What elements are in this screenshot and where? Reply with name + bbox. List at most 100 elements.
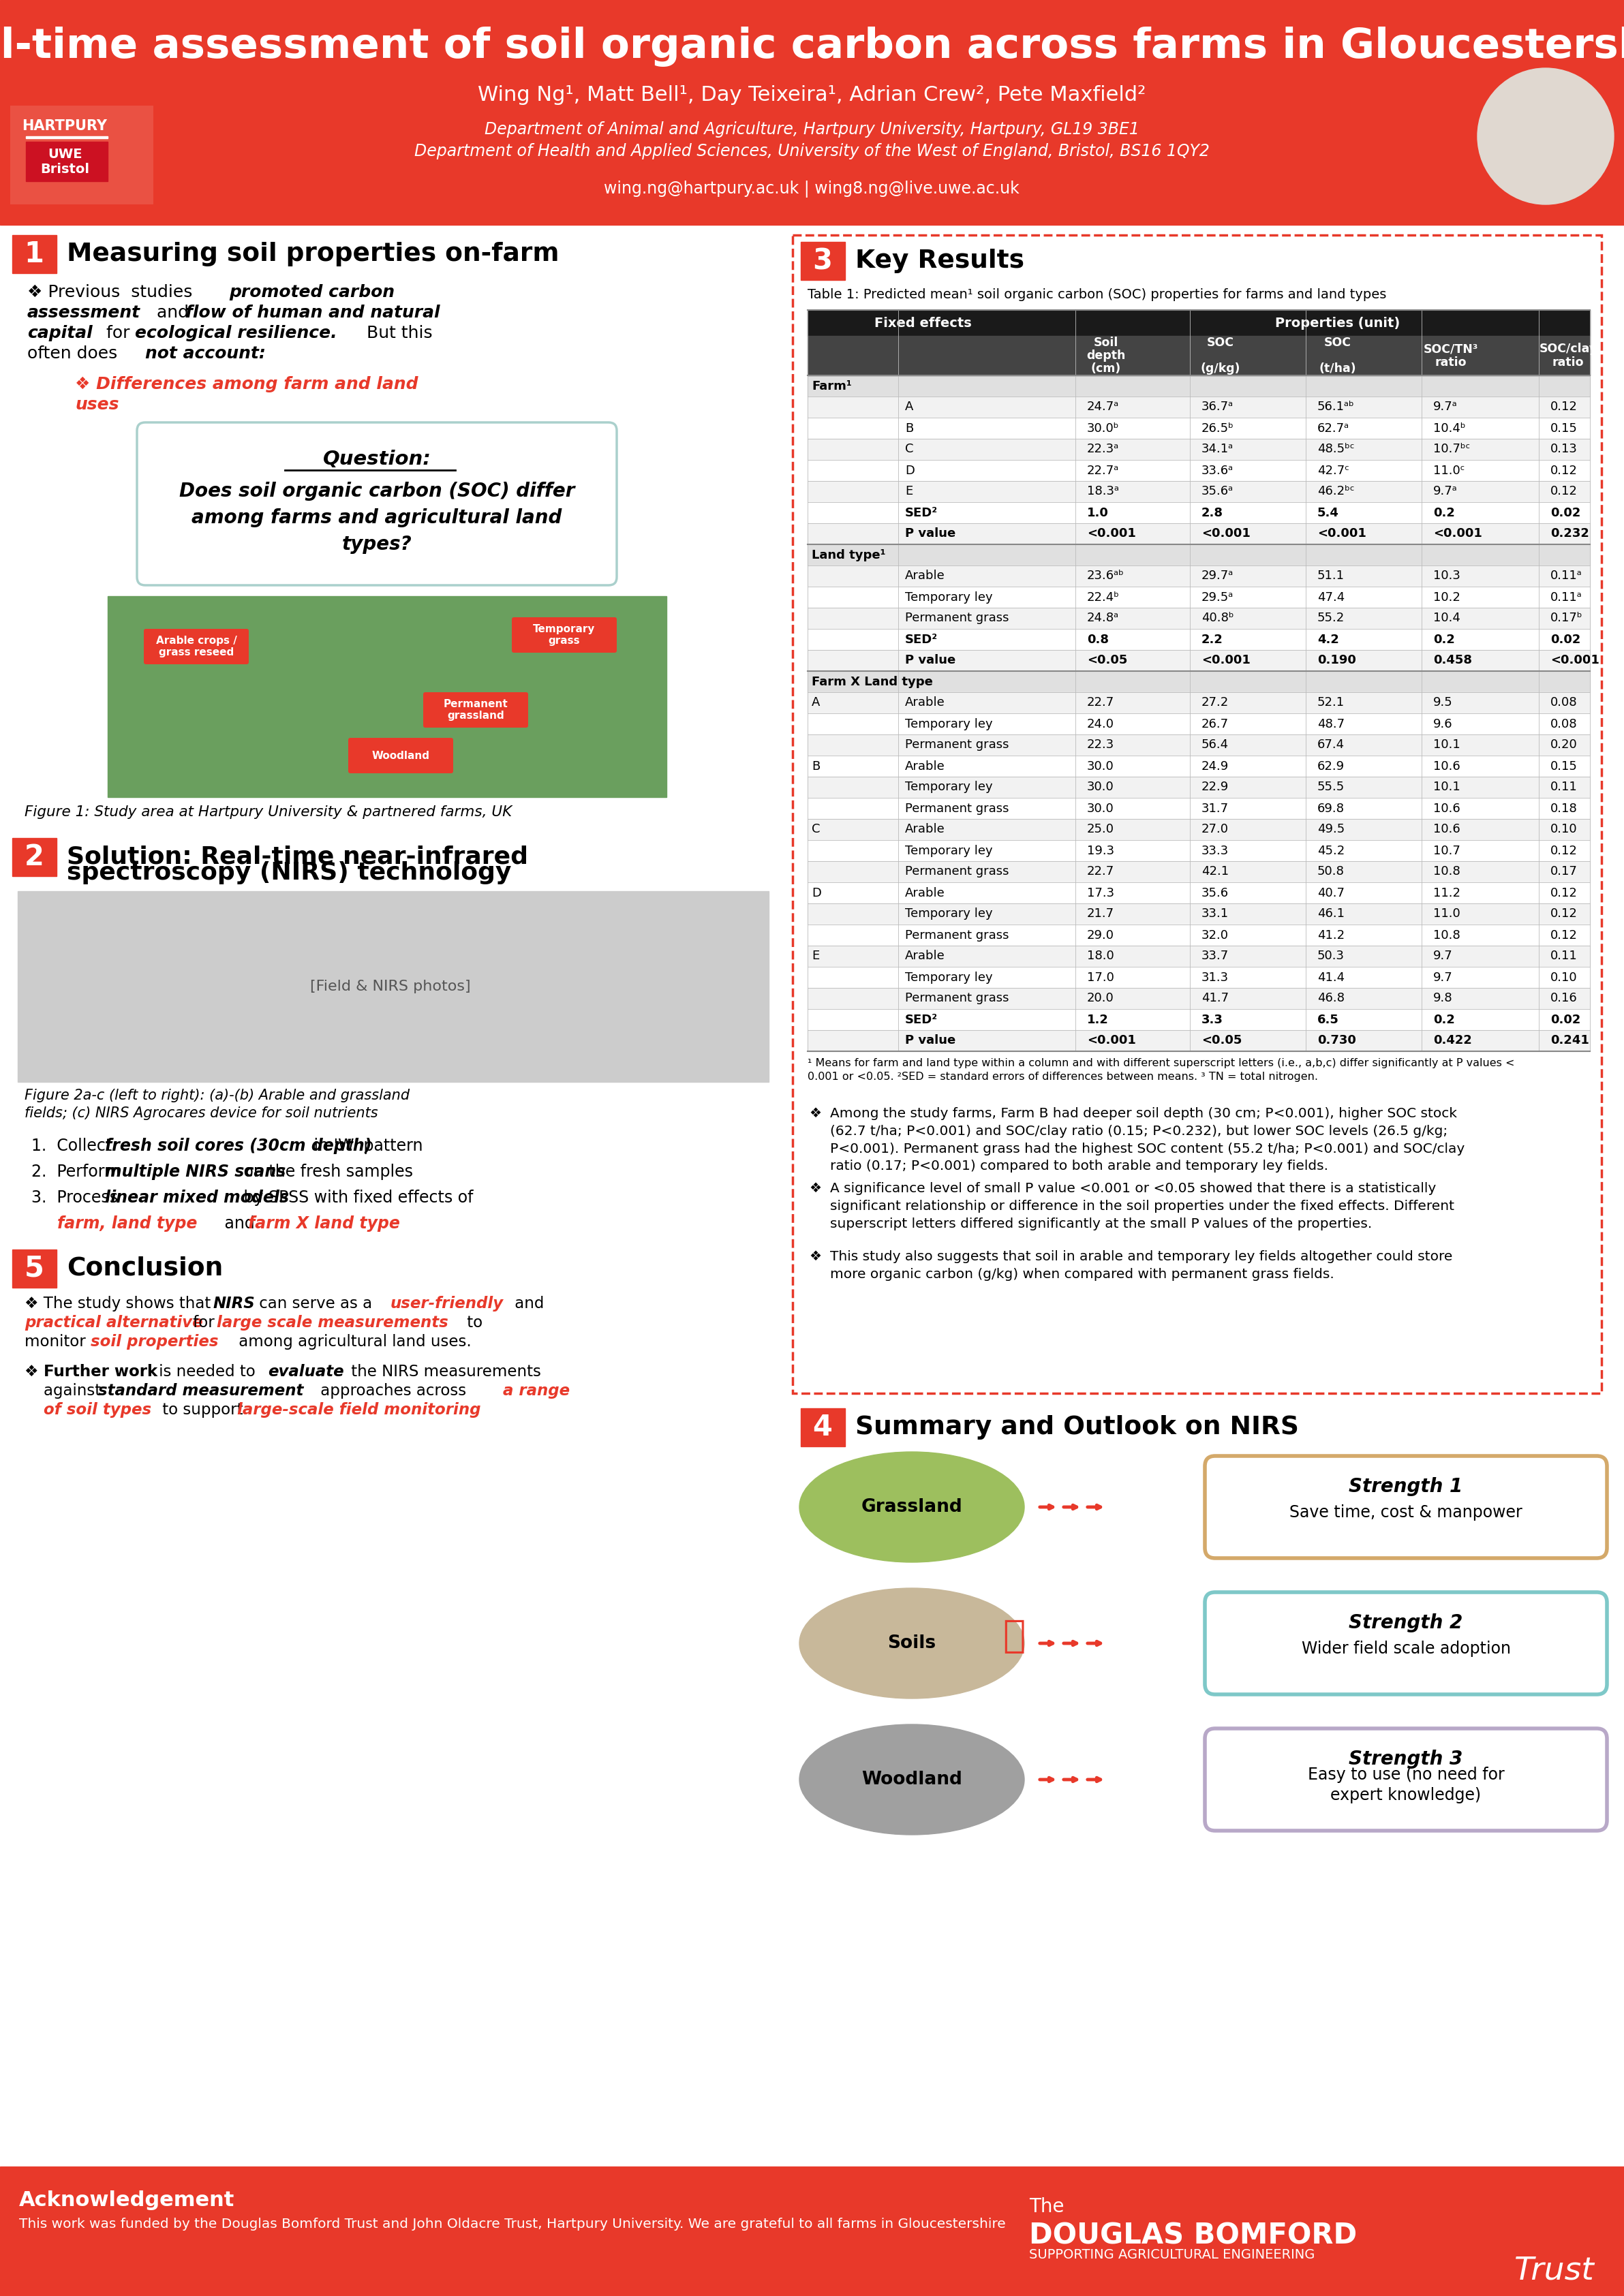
Bar <box>13 234 57 273</box>
Text: 0.12: 0.12 <box>1551 402 1577 413</box>
Text: 10.4ᵇ: 10.4ᵇ <box>1434 422 1465 434</box>
Text: 0.241: 0.241 <box>1551 1035 1590 1047</box>
Text: assessment: assessment <box>28 305 140 321</box>
Text: ❖: ❖ <box>810 1182 827 1194</box>
Text: P value: P value <box>905 654 955 666</box>
Text: 25.0: 25.0 <box>1086 824 1114 836</box>
Text: 24.9: 24.9 <box>1202 760 1229 771</box>
Text: often does: often does <box>28 344 123 363</box>
Text: 2.  Perform: 2. Perform <box>31 1164 125 1180</box>
Text: Question:: Question: <box>323 450 430 468</box>
Text: 0.2: 0.2 <box>1434 634 1455 645</box>
Text: [Field & NIRS photos]: [Field & NIRS photos] <box>310 980 471 994</box>
Text: 62.7ᵃ: 62.7ᵃ <box>1317 422 1350 434</box>
FancyBboxPatch shape <box>145 629 248 664</box>
Text: 11.0ᶜ: 11.0ᶜ <box>1434 464 1465 478</box>
Text: ¹ Means for farm and land type within a column and with different superscript le: ¹ Means for farm and land type within a … <box>807 1058 1515 1081</box>
Text: <0.001: <0.001 <box>1551 654 1600 666</box>
Text: Permanent grass: Permanent grass <box>905 739 1009 751</box>
Text: Farm X Land type: Farm X Land type <box>812 675 932 689</box>
FancyBboxPatch shape <box>136 422 617 585</box>
Text: 22.7: 22.7 <box>1086 866 1114 877</box>
Text: to support: to support <box>158 1403 248 1419</box>
Bar <box>0 0 1624 225</box>
Text: among agricultural land uses.: among agricultural land uses. <box>234 1334 471 1350</box>
Text: farm, land type: farm, land type <box>57 1215 197 1231</box>
Text: Real-time assessment of soil organic carbon across farms in Gloucestershire: Real-time assessment of soil organic car… <box>0 25 1624 67</box>
Text: Department of Animal and Agriculture, Hartpury University, Hartpury, GL19 3BE1: Department of Animal and Agriculture, Ha… <box>484 122 1138 138</box>
Text: 22.4ᵇ: 22.4ᵇ <box>1086 590 1119 604</box>
Text: standard measurement: standard measurement <box>97 1382 304 1398</box>
Text: Arable: Arable <box>905 696 945 709</box>
Bar <box>807 735 1590 755</box>
Text: <0.05: <0.05 <box>1202 1035 1242 1047</box>
Text: Wider field scale adoption: Wider field scale adoption <box>1301 1642 1510 1658</box>
Ellipse shape <box>799 1724 1025 1835</box>
Bar <box>807 902 1590 925</box>
Text: 24.8ᵃ: 24.8ᵃ <box>1086 613 1119 625</box>
Bar <box>807 840 1590 861</box>
Text: Temporary ley: Temporary ley <box>905 845 992 856</box>
Text: 10.1: 10.1 <box>1434 739 1460 751</box>
Text: 10.8: 10.8 <box>1434 866 1460 877</box>
Text: SED²: SED² <box>905 1013 937 1026</box>
Bar <box>807 439 1590 459</box>
Text: 1: 1 <box>24 239 44 269</box>
Text: Woodland: Woodland <box>861 1770 963 1789</box>
FancyBboxPatch shape <box>424 691 528 728</box>
Text: 42.1: 42.1 <box>1202 866 1229 877</box>
Text: 48.7: 48.7 <box>1317 719 1345 730</box>
Text: 18.0: 18.0 <box>1086 951 1114 962</box>
Text: by SPSS with fixed effects of: by SPSS with fixed effects of <box>239 1189 473 1205</box>
Text: 50.8: 50.8 <box>1317 866 1345 877</box>
Text: 0.2: 0.2 <box>1434 507 1455 519</box>
Text: 48.5ᵇᶜ: 48.5ᵇᶜ <box>1317 443 1354 455</box>
Text: of soil types: of soil types <box>44 1403 151 1419</box>
Text: 5: 5 <box>24 1254 44 1283</box>
Text: 1.0: 1.0 <box>1086 507 1109 519</box>
Bar <box>26 142 107 181</box>
Text: flow of human and natural: flow of human and natural <box>185 305 440 321</box>
Text: 0.10: 0.10 <box>1551 971 1577 983</box>
Text: 20.0: 20.0 <box>1086 992 1114 1006</box>
Text: spectroscopy (NIRS) technology: spectroscopy (NIRS) technology <box>67 861 512 884</box>
Text: to: to <box>463 1316 482 1332</box>
Text: SOC

(g/kg): SOC (g/kg) <box>1200 335 1241 374</box>
Text: a range: a range <box>503 1382 570 1398</box>
Text: 1.  Collect: 1. Collect <box>31 1139 117 1155</box>
Text: promoted carbon: promoted carbon <box>229 285 395 301</box>
Bar <box>807 310 1590 335</box>
Text: 35.6: 35.6 <box>1202 886 1229 900</box>
Text: 1.2: 1.2 <box>1086 1013 1109 1026</box>
Text: 31.7: 31.7 <box>1202 801 1229 815</box>
Text: practical alternative: practical alternative <box>24 1316 203 1332</box>
Bar <box>807 459 1590 480</box>
Text: 0.11ᵃ: 0.11ᵃ <box>1551 590 1582 604</box>
Text: 17.3: 17.3 <box>1086 886 1114 900</box>
Text: 22.3ᵃ: 22.3ᵃ <box>1086 443 1119 455</box>
Text: 0.08: 0.08 <box>1551 719 1577 730</box>
Text: 0.730: 0.730 <box>1317 1035 1356 1047</box>
Text: 18.3ᵃ: 18.3ᵃ <box>1086 484 1119 498</box>
Bar <box>807 608 1590 629</box>
Text: in 'W' pattern: in 'W' pattern <box>309 1139 422 1155</box>
Text: Easy to use (no need for
expert knowledge): Easy to use (no need for expert knowledg… <box>1307 1766 1504 1805</box>
Text: 22.3: 22.3 <box>1086 739 1114 751</box>
Text: Temporary ley: Temporary ley <box>905 590 992 604</box>
Bar <box>807 335 1590 377</box>
Text: Strength 1: Strength 1 <box>1350 1476 1463 1497</box>
Text: 24.7ᵃ: 24.7ᵃ <box>1086 402 1119 413</box>
Text: ecological resilience.: ecological resilience. <box>135 326 338 342</box>
Bar <box>807 967 1590 987</box>
Text: P value: P value <box>905 1035 955 1047</box>
Bar <box>807 629 1590 650</box>
Text: the NIRS measurements: the NIRS measurements <box>346 1364 541 1380</box>
Text: 0.8: 0.8 <box>1086 634 1109 645</box>
Text: 17.0: 17.0 <box>1086 971 1114 983</box>
Bar <box>807 418 1590 439</box>
Text: 46.2ᵇᶜ: 46.2ᵇᶜ <box>1317 484 1354 498</box>
Text: 9.7ᵃ: 9.7ᵃ <box>1434 484 1458 498</box>
Text: 0.12: 0.12 <box>1551 464 1577 478</box>
Text: HARTPURY: HARTPURY <box>23 119 107 133</box>
Text: 26.7: 26.7 <box>1202 719 1229 730</box>
